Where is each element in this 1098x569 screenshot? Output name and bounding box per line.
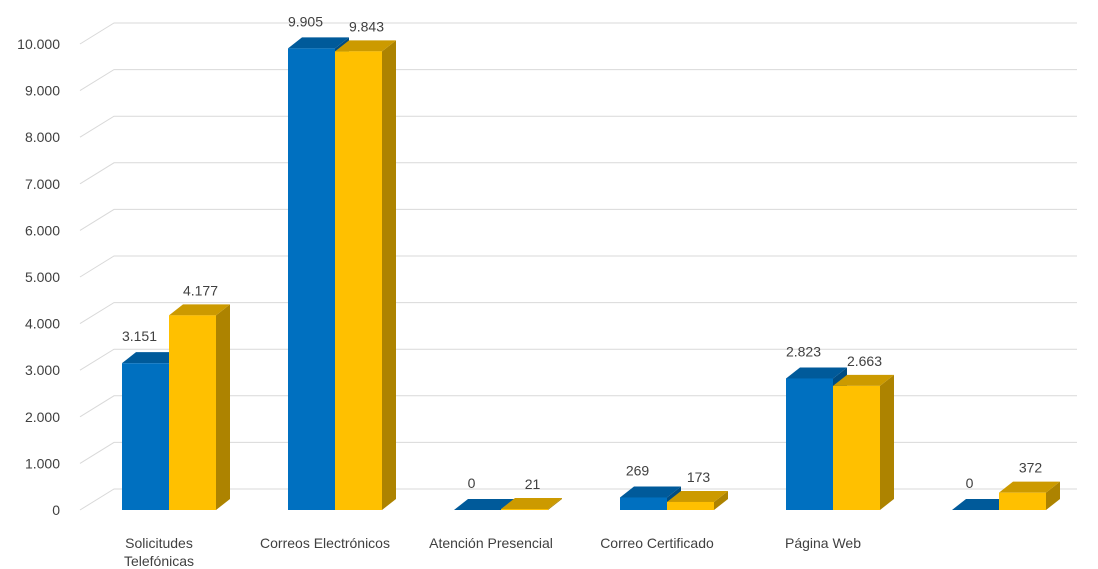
bar-side — [382, 40, 396, 511]
bar-front — [288, 48, 335, 510]
data-label: 9.905 — [288, 13, 323, 29]
y-tick-label: 1.000 — [25, 455, 60, 471]
bar-front — [335, 51, 382, 511]
gridline — [79, 162, 1077, 185]
category-label: Solicitudes Telefónicas — [124, 535, 194, 569]
bar-top — [667, 490, 728, 502]
bar-front — [122, 363, 169, 510]
bar-side — [714, 490, 728, 510]
data-label: 372 — [1019, 460, 1043, 476]
y-tick-label: 9.000 — [25, 83, 60, 99]
category-label: Correos Electrónicos — [260, 535, 390, 551]
bar — [169, 304, 230, 510]
bar-front — [169, 315, 216, 510]
bar-top — [620, 486, 681, 498]
category-label: Atención Presencial — [429, 535, 553, 551]
data-labels: 3.151 4.177 9.905 9.843 0 21 269 173 2.823 2.663 0… — [122, 13, 1042, 492]
data-label: 2.823 — [786, 343, 821, 359]
y-tick-label: 3.000 — [25, 362, 60, 378]
bar-top — [952, 499, 1013, 510]
gridline — [79, 488, 1077, 511]
gridline — [79, 348, 1077, 371]
data-label: 269 — [626, 462, 650, 478]
y-tick-label: 7.000 — [25, 176, 60, 192]
bars — [122, 37, 1060, 511]
data-label: 173 — [687, 469, 711, 485]
gridline — [79, 255, 1077, 278]
bar — [335, 40, 396, 511]
bar-front — [999, 492, 1046, 510]
y-axis-tick-labels: 0 1.000 2.000 3.000 4.000 5.000 6.000 7.000 8.00… — [17, 36, 60, 518]
bar-top — [454, 499, 515, 510]
y-tick-label: 2.000 — [25, 409, 60, 425]
y-tick-label: 5.000 — [25, 269, 60, 285]
bar-front — [786, 378, 833, 510]
category-label: Página Web — [785, 535, 861, 551]
x-axis-category-labels: Solicitudes Telefónicas Correos Electrónic… — [124, 535, 861, 569]
category-label: Correo Certificado — [600, 535, 714, 551]
bar — [454, 499, 515, 510]
gridline — [79, 208, 1077, 231]
y-tick-label: 0 — [52, 502, 60, 518]
bar — [501, 498, 562, 510]
bar-top — [833, 374, 894, 386]
gridline — [79, 69, 1077, 92]
gridline — [79, 441, 1077, 464]
bar-front — [833, 385, 880, 510]
gridlines — [79, 22, 1077, 511]
data-label: 3.151 — [122, 328, 157, 344]
bar-side — [880, 374, 894, 510]
bar-top — [786, 367, 847, 379]
data-label: 0 — [966, 475, 974, 491]
data-label: 4.177 — [183, 282, 218, 298]
bar — [999, 481, 1060, 510]
data-label: 9.843 — [349, 18, 384, 34]
bar-side — [216, 304, 230, 510]
gridline — [79, 302, 1077, 325]
bar — [952, 499, 1013, 510]
bar-front — [667, 501, 714, 510]
bar-side — [1046, 481, 1060, 510]
bar-front — [620, 497, 667, 510]
y-tick-label: 4.000 — [25, 316, 60, 332]
bar — [833, 374, 894, 510]
bar-top — [501, 498, 562, 510]
gridline — [79, 395, 1077, 418]
data-label: 2.663 — [847, 353, 882, 369]
y-tick-label: 6.000 — [25, 222, 60, 238]
gridline — [79, 115, 1077, 138]
bar-top — [288, 37, 349, 49]
gridline — [79, 22, 1077, 45]
y-tick-label: 10.000 — [17, 36, 60, 52]
bar-top — [169, 304, 230, 316]
bar-top — [335, 40, 396, 52]
bar-top — [122, 352, 183, 364]
data-label: 21 — [525, 476, 541, 492]
bar-front — [501, 509, 548, 510]
y-tick-label: 8.000 — [25, 129, 60, 145]
bar-top — [999, 481, 1060, 493]
bar — [667, 490, 728, 510]
data-label: 0 — [468, 475, 476, 491]
bar-side — [548, 498, 562, 510]
